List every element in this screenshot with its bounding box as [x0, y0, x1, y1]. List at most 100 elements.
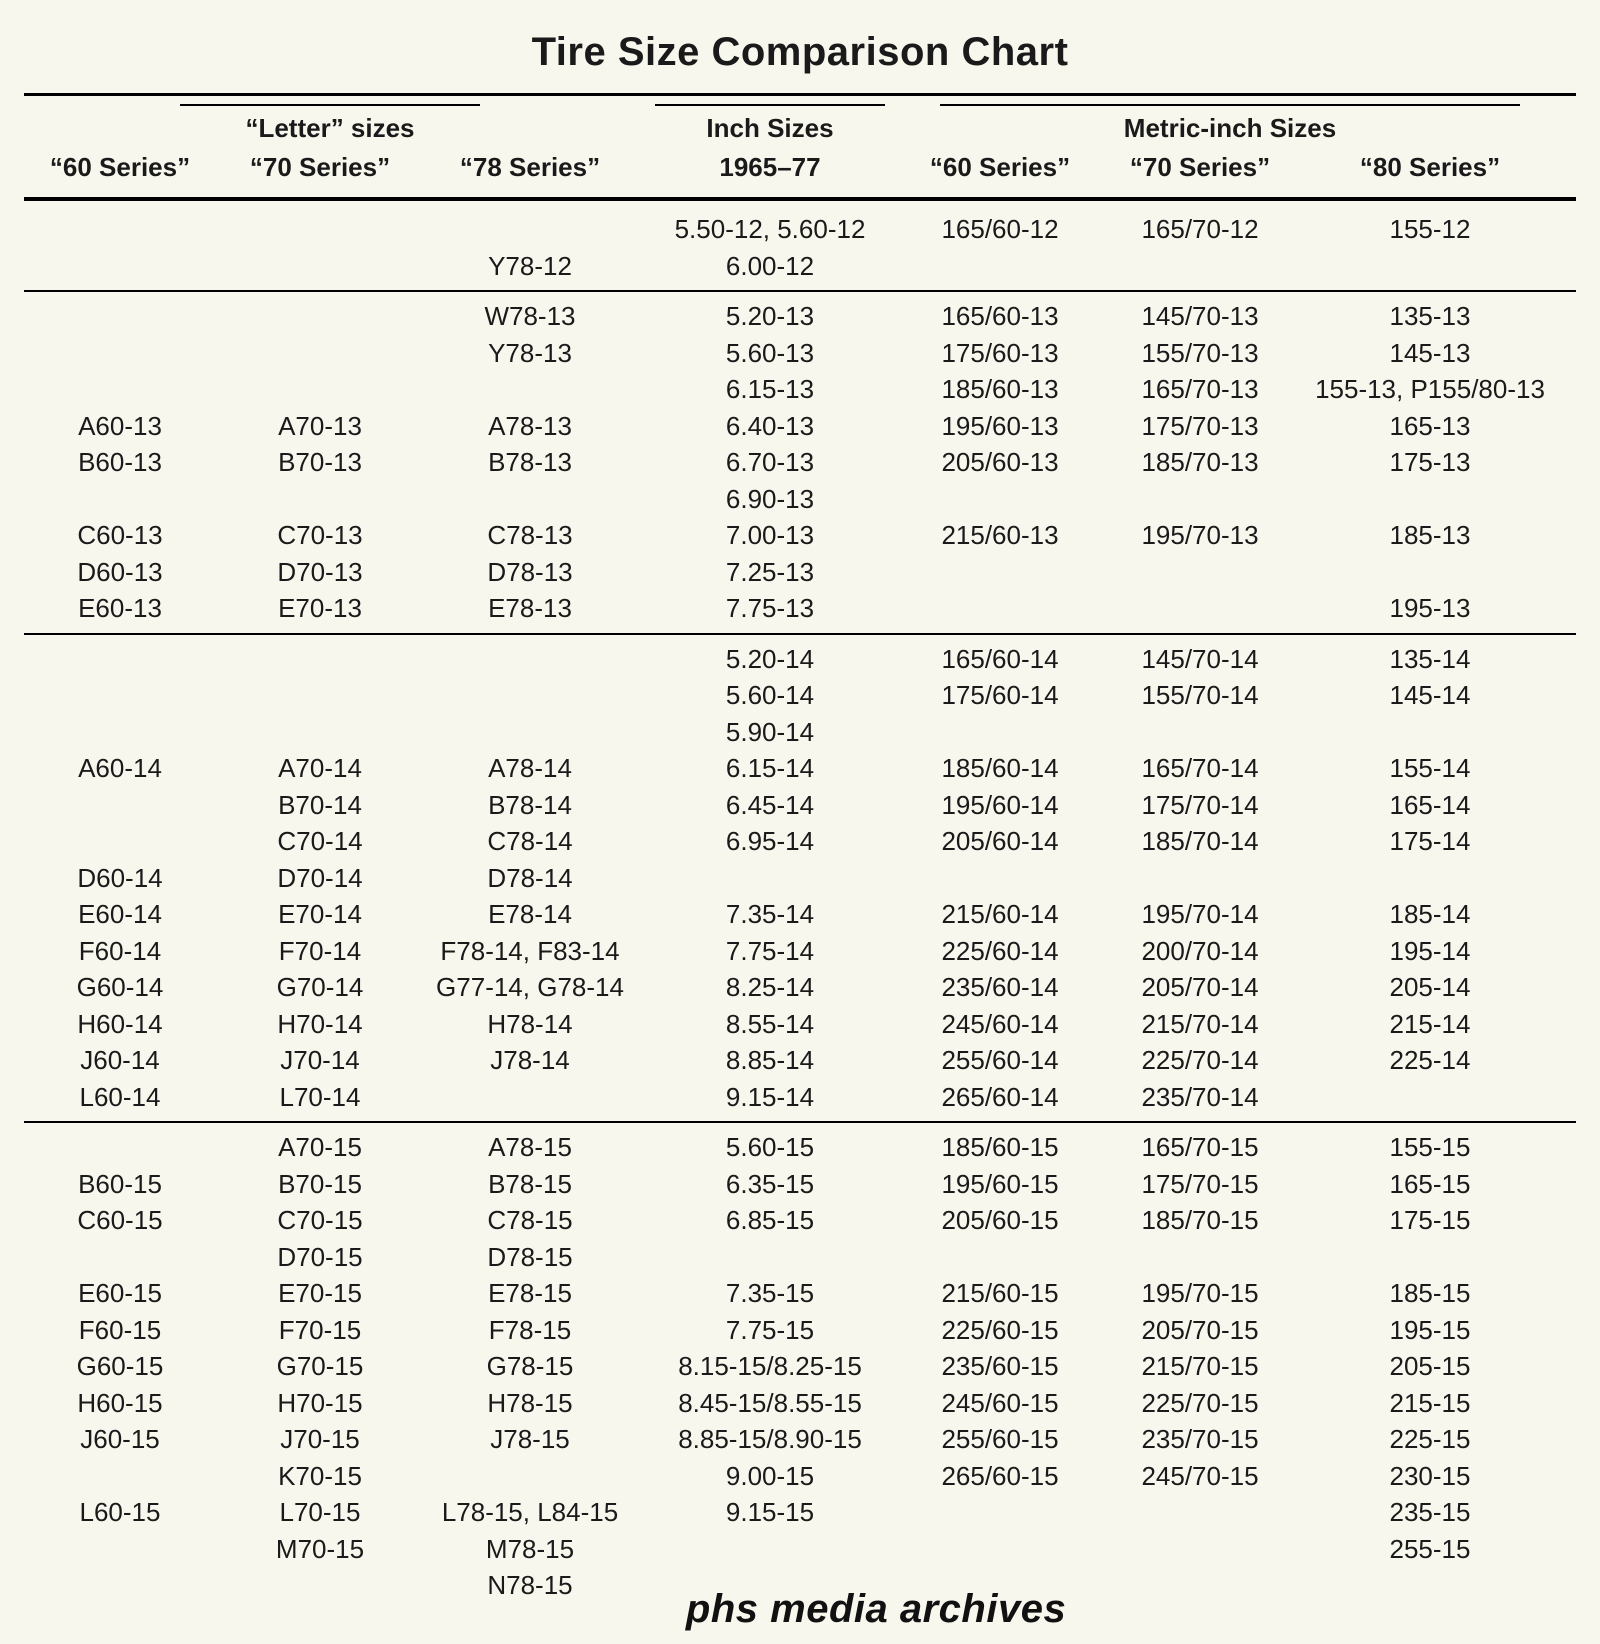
table-cell: L70-14: [220, 1079, 420, 1116]
table-cell: E70-15: [220, 1275, 420, 1312]
table-cell: [220, 481, 420, 518]
table-cell: D60-13: [20, 554, 220, 591]
table-row: F60-14F70-14F78-14, F83-147.75-14225/60-…: [20, 933, 1580, 970]
table-cell: E60-14: [20, 896, 220, 933]
table-row: 5.20-14165/60-14145/70-14135-14: [20, 641, 1580, 678]
table-cell: E78-14: [420, 896, 640, 933]
table-cell: [1300, 860, 1560, 897]
table-cell: [20, 211, 220, 248]
table-cell: 5.90-14: [640, 714, 900, 751]
table-cell: 205-15: [1300, 1348, 1560, 1385]
table-cell: 195/70-14: [1100, 896, 1300, 933]
table-cell: A78-14: [420, 750, 640, 787]
table-cell: 205/70-14: [1100, 969, 1300, 1006]
table-cell: 195-15: [1300, 1312, 1560, 1349]
table-cell: B60-13: [20, 444, 220, 481]
table-cell: B60-15: [20, 1166, 220, 1203]
table-cell: [420, 641, 640, 678]
table-row: J60-15J70-15J78-158.85-15/8.90-15255/60-…: [20, 1421, 1580, 1458]
table-cell: [1100, 1567, 1300, 1604]
table-cell: [220, 714, 420, 751]
table-cell: [20, 335, 220, 372]
table-cell: 255-15: [1300, 1531, 1560, 1568]
table-cell: 6.90-13: [640, 481, 900, 518]
table-cell: [20, 298, 220, 335]
table-cell: 205/60-13: [900, 444, 1100, 481]
sub-header-row: “60 Series” “70 Series” “78 Series” 1965…: [20, 149, 1580, 192]
table-cell: J60-15: [20, 1421, 220, 1458]
table-cell: [420, 211, 640, 248]
table-cell: 175/60-13: [900, 335, 1100, 372]
table-cell: D78-14: [420, 860, 640, 897]
table-cell: 165/70-15: [1100, 1129, 1300, 1166]
table-cell: 6.40-13: [640, 408, 900, 445]
table-cell: [20, 787, 220, 824]
table-cell: [420, 1458, 640, 1495]
table-row: B60-15B70-15B78-156.35-15195/60-15175/70…: [20, 1166, 1580, 1203]
table-row: C60-13C70-13C78-137.00-13215/60-13195/70…: [20, 517, 1580, 554]
table-cell: D70-15: [220, 1239, 420, 1276]
table-cell: [1300, 714, 1560, 751]
table-cell: C78-13: [420, 517, 640, 554]
table-cell: 155/70-13: [1100, 335, 1300, 372]
table-cell: 225/70-14: [1100, 1042, 1300, 1079]
table-cell: 5.60-13: [640, 335, 900, 372]
table-cell: M70-15: [220, 1531, 420, 1568]
table-cell: C70-15: [220, 1202, 420, 1239]
table-cell: [220, 298, 420, 335]
table-cell: J78-15: [420, 1421, 640, 1458]
table-cell: [220, 335, 420, 372]
table-cell: 175-15: [1300, 1202, 1560, 1239]
table-cell: 215/60-14: [900, 896, 1100, 933]
table-cell: F70-15: [220, 1312, 420, 1349]
table-cell: 235-15: [1300, 1494, 1560, 1531]
table-cell: C70-14: [220, 823, 420, 860]
table-cell: Y78-12: [420, 248, 640, 285]
table-cell: D60-14: [20, 860, 220, 897]
table-cell: G70-14: [220, 969, 420, 1006]
table-cell: [1300, 1567, 1560, 1604]
table-cell: 185/60-13: [900, 371, 1100, 408]
table-row: J60-14J70-14J78-148.85-14255/60-14225/70…: [20, 1042, 1580, 1079]
table-cell: G60-15: [20, 1348, 220, 1385]
table-cell: W78-13: [420, 298, 640, 335]
table-cell: 195-14: [1300, 933, 1560, 970]
table-row: K70-159.00-15265/60-15245/70-15230-15: [20, 1458, 1580, 1495]
super-header-metric-label: Metric-inch Sizes: [940, 104, 1520, 145]
table-cell: 205/60-14: [900, 823, 1100, 860]
table-cell: A60-13: [20, 408, 220, 445]
table-cell: 225/60-14: [900, 933, 1100, 970]
table-cell: E60-15: [20, 1275, 220, 1312]
table-cell: [220, 677, 420, 714]
table-cell: E78-15: [420, 1275, 640, 1312]
table-cell: [1100, 590, 1300, 627]
sub-header-inch-years: 1965–77: [640, 149, 900, 192]
table-row: 6.90-13: [20, 481, 1580, 518]
table-cell: 185-15: [1300, 1275, 1560, 1312]
table-row: F60-15F70-15F78-157.75-15225/60-15205/70…: [20, 1312, 1580, 1349]
table-cell: 5.50-12, 5.60-12: [640, 211, 900, 248]
table-cell: [420, 371, 640, 408]
table-cell: [900, 1494, 1100, 1531]
table-cell: 9.15-15: [640, 1494, 900, 1531]
table-cell: 230-15: [1300, 1458, 1560, 1495]
table-cell: [900, 1567, 1100, 1604]
table-cell: 215/60-13: [900, 517, 1100, 554]
table-row: D60-13D70-13D78-137.25-13: [20, 554, 1580, 591]
table-cell: 165/70-14: [1100, 750, 1300, 787]
table-cell: [1100, 1531, 1300, 1568]
table-cell: 5.20-13: [640, 298, 900, 335]
table-cell: 185-14: [1300, 896, 1560, 933]
table-cell: 165-13: [1300, 408, 1560, 445]
table-cell: 165/70-13: [1100, 371, 1300, 408]
table-cell: 185/70-15: [1100, 1202, 1300, 1239]
table-cell: 200/70-14: [1100, 933, 1300, 970]
table-cell: A70-14: [220, 750, 420, 787]
table-cell: [1100, 1494, 1300, 1531]
table-cell: [220, 211, 420, 248]
table-cell: B78-13: [420, 444, 640, 481]
table-cell: [20, 641, 220, 678]
table-cell: [1300, 1239, 1560, 1276]
table-cell: 195/60-14: [900, 787, 1100, 824]
table-row: H60-14H70-14H78-148.55-14245/60-14215/70…: [20, 1006, 1580, 1043]
